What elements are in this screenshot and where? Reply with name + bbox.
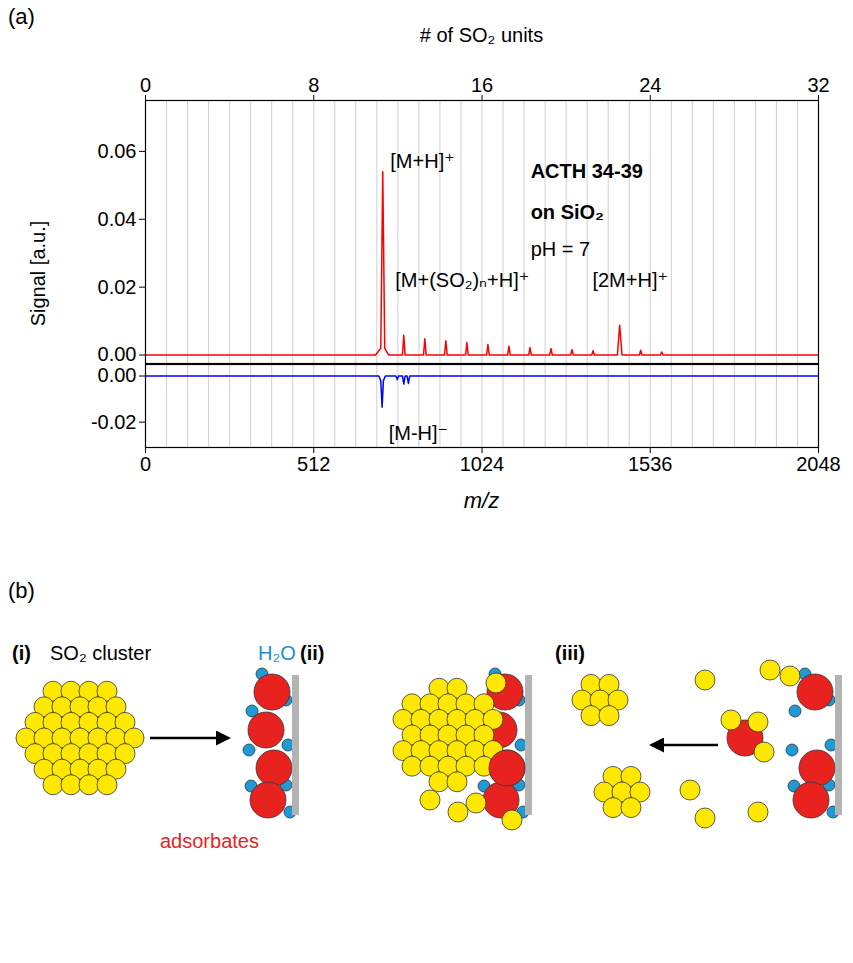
svg-text:(ii): (ii) [300,642,324,664]
svg-text:(a): (a) [8,4,35,29]
svg-text:(iii): (iii) [555,642,585,664]
svg-text:2048: 2048 [796,453,841,475]
svg-text:0.00: 0.00 [98,364,137,386]
svg-text:on SiO₂: on SiO₂ [531,201,604,223]
svg-text:ACTH 34-39: ACTH 34-39 [531,160,643,182]
svg-text:# of SO₂ units: # of SO₂ units [420,24,543,46]
svg-text:512: 512 [297,453,330,475]
svg-text:0.02: 0.02 [98,276,137,298]
svg-text:-0.02: -0.02 [91,411,137,433]
svg-text:24: 24 [639,74,661,96]
svg-text:pH = 7: pH = 7 [531,238,590,260]
svg-text:16: 16 [471,74,493,96]
svg-text:0.06: 0.06 [98,140,137,162]
svg-text:[2M+H]⁺: [2M+H]⁺ [592,269,668,291]
svg-text:(b): (b) [8,578,35,603]
svg-text:H₂O: H₂O [258,642,296,664]
svg-text:1536: 1536 [628,453,673,475]
svg-text:(i): (i) [12,642,31,664]
svg-text:Signal [a.u.]: Signal [a.u.] [27,221,49,327]
svg-text:0: 0 [140,74,151,96]
svg-text:32: 32 [807,74,829,96]
svg-text:0.00: 0.00 [98,343,137,365]
svg-text:[M-H]⁻: [M-H]⁻ [389,422,448,444]
svg-text:0: 0 [140,453,151,475]
svg-text:0.04: 0.04 [98,208,137,230]
svg-text:8: 8 [308,74,319,96]
svg-text:1024: 1024 [460,453,505,475]
svg-text:[M+H]⁺: [M+H]⁺ [390,150,454,172]
svg-text:[M+(SO₂)ₙ+H]⁺: [M+(SO₂)ₙ+H]⁺ [395,269,529,291]
svg-text:m/z: m/z [464,488,499,513]
svg-text:adsorbates: adsorbates [160,830,259,852]
svg-text:SO₂ cluster: SO₂ cluster [50,642,151,664]
